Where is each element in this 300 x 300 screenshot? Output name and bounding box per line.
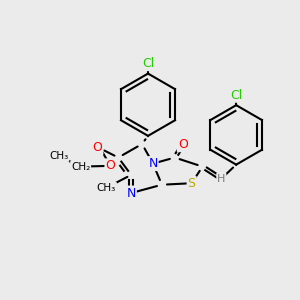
Text: CH₃: CH₃ — [97, 183, 116, 193]
Text: O: O — [178, 138, 188, 151]
Text: Cl: Cl — [230, 89, 242, 102]
Text: CH₃: CH₃ — [49, 151, 68, 161]
Text: H: H — [217, 174, 226, 184]
Text: N: N — [127, 187, 136, 200]
Text: O: O — [105, 159, 115, 172]
Text: N: N — [148, 157, 158, 170]
Text: Cl: Cl — [142, 57, 154, 70]
Text: S: S — [188, 177, 196, 190]
Text: CH₂: CH₂ — [71, 162, 90, 172]
Text: O: O — [93, 141, 102, 154]
